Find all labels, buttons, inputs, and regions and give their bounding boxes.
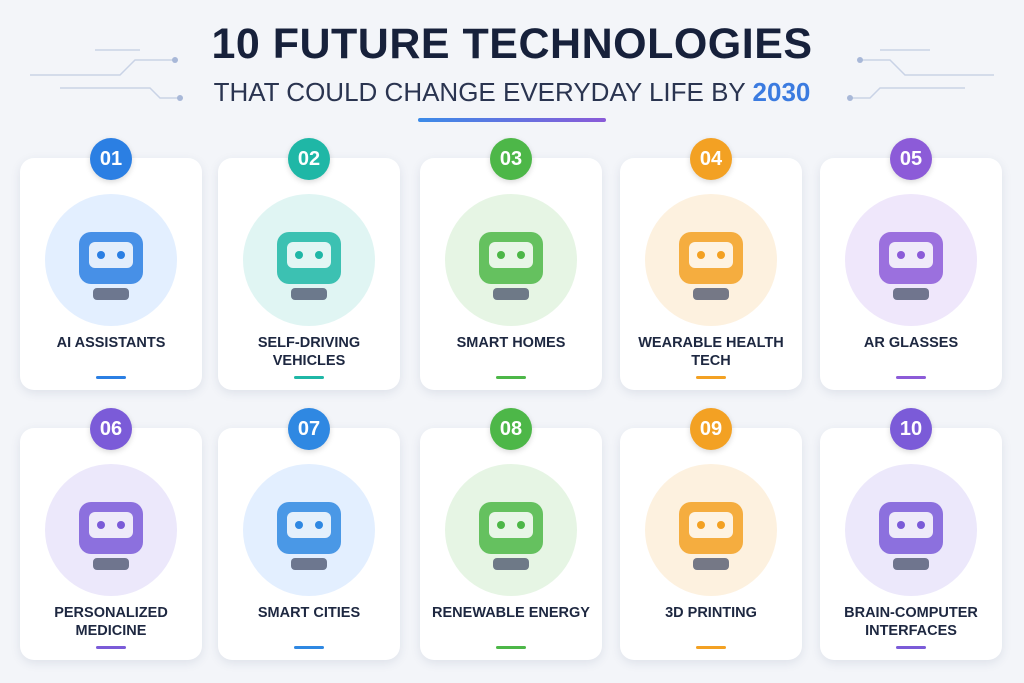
card: 03 SMART HOMES — [420, 138, 602, 390]
card: 07 SMART CITIES — [218, 408, 400, 660]
icon — [45, 464, 177, 596]
card: 05 AR GLASSES — [820, 138, 1002, 390]
number-badge: 04 — [690, 138, 732, 180]
accent-line — [696, 646, 726, 649]
decoration — [30, 49, 994, 101]
divider — [418, 118, 606, 122]
card-label: SELF-DRIVING VEHICLES — [257, 335, 361, 369]
subtitle-highlight: 2030 — [752, 77, 811, 107]
number-badge: 02 — [288, 138, 330, 180]
subtitle: THAT COULD CHANGE EVERYDAY LIFE BY 2030 — [0, 77, 1024, 108]
number-badge: 10 — [890, 408, 932, 450]
card-label: 3D PRINTING — [665, 605, 757, 621]
card: 06 PERSONALIZED MEDICINE — [20, 408, 202, 660]
accent-line — [496, 646, 526, 649]
accent-line — [496, 376, 526, 379]
number-badge: 03 — [490, 138, 532, 180]
card: 09 3D PRINTING — [620, 408, 802, 660]
accent-line — [96, 646, 126, 649]
accent-line — [696, 376, 726, 379]
number-badge: 05 — [890, 138, 932, 180]
card: 10 BRAIN-COMPUTER INTERFACES — [820, 408, 1002, 660]
card: 04 WEARABLE HEALTH TECH — [620, 138, 802, 390]
icon — [243, 194, 375, 326]
card: 01 AI ASSISTANTS — [20, 138, 202, 390]
accent-line — [896, 646, 926, 649]
card-label: AI ASSISTANTS — [56, 335, 166, 351]
accent-line — [294, 376, 324, 379]
icon — [45, 194, 177, 326]
icon — [645, 464, 777, 596]
number-badge: 08 — [490, 408, 532, 450]
title: 10 FUTURE TECHNOLOGIES — [211, 20, 813, 68]
accent-line — [96, 376, 126, 379]
subtitle-text: THAT COULD CHANGE EVERYDAY LIFE BY — [213, 77, 746, 107]
accent-line — [896, 376, 926, 379]
icon — [445, 464, 577, 596]
card-label: AR GLASSES — [863, 335, 959, 351]
card-label: SMART HOMES — [456, 335, 566, 351]
card-label: PERSONALIZED MEDICINE — [54, 605, 168, 639]
card-label: WEARABLE HEALTH TECH — [638, 335, 784, 369]
accent-line — [294, 646, 324, 649]
number-badge: 09 — [690, 408, 732, 450]
number-badge: 07 — [288, 408, 330, 450]
card: 02 SELF-DRIVING VEHICLES — [218, 138, 400, 390]
icon — [645, 194, 777, 326]
card: 08 RENEWABLE ENERGY — [420, 408, 602, 660]
card-label: BRAIN-COMPUTER INTERFACES — [844, 605, 978, 639]
icon — [845, 194, 977, 326]
number-badge: 01 — [90, 138, 132, 180]
icon — [445, 194, 577, 326]
icon — [845, 464, 977, 596]
card-label: SMART CITIES — [257, 605, 361, 621]
icon — [243, 464, 375, 596]
number-badge: 06 — [90, 408, 132, 450]
card-label: RENEWABLE ENERGY — [432, 605, 590, 621]
